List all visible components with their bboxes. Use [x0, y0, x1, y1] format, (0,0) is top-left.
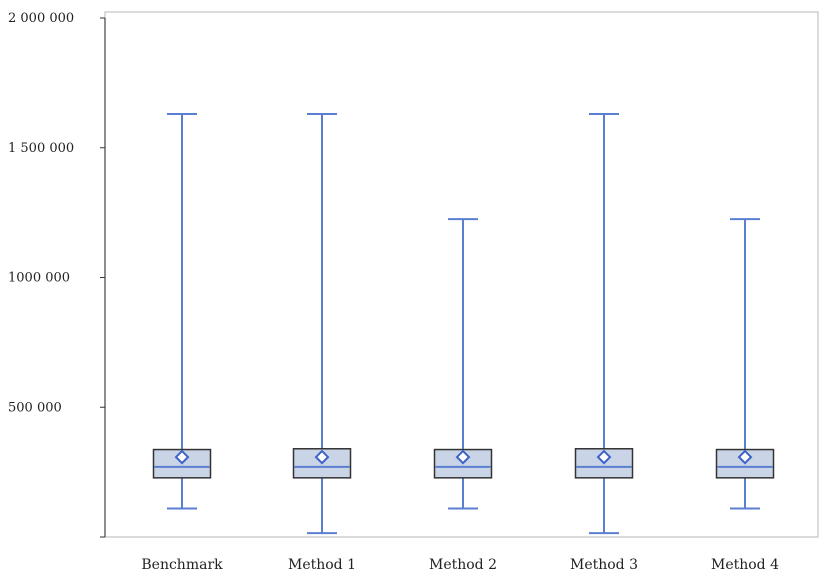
x-category-label: Method 1 — [288, 557, 356, 573]
x-category-label: Benchmark — [141, 557, 223, 573]
y-axis: 500 000 1000 000 1 500 000 2 000 000 — [8, 11, 105, 538]
x-category-label: Method 3 — [570, 557, 638, 573]
y-tick-label: 2 000 000 — [8, 11, 74, 26]
box-2 — [433, 218, 493, 510]
mean-marker — [174, 449, 190, 465]
mean-marker — [737, 449, 753, 465]
x-axis: Benchmark Method 1 Method 2 Method 3 Method … — [141, 557, 779, 573]
y-tick-label: 500 000 — [8, 400, 62, 415]
y-tick-label: 1 500 000 — [8, 141, 74, 156]
boxes-layer — [152, 113, 775, 535]
mean-marker — [596, 449, 612, 465]
y-tick-label: 1000 000 — [8, 271, 70, 286]
mean-marker — [314, 449, 330, 465]
box-0 — [152, 113, 212, 510]
box-3 — [574, 113, 634, 535]
box-4 — [715, 218, 775, 510]
box-1 — [292, 113, 352, 535]
x-category-label: Method 2 — [429, 557, 497, 573]
mean-marker — [455, 449, 471, 465]
x-category-label: Method 4 — [711, 557, 779, 573]
